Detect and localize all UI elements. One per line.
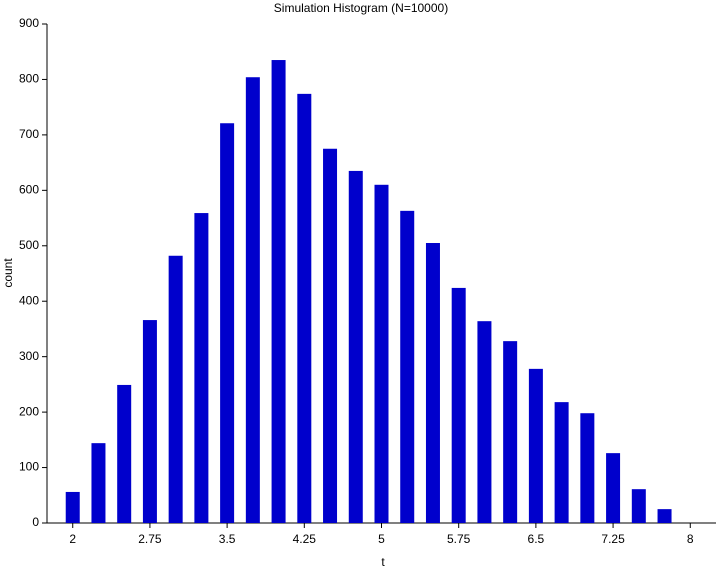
bar — [528, 368, 543, 523]
y-axis-label: count — [1, 258, 15, 288]
x-tick-label: 4.25 — [293, 532, 317, 546]
bar — [91, 443, 106, 523]
x-tick-label: 5 — [378, 532, 385, 546]
y-tick-label: 300 — [19, 349, 39, 363]
x-tick-label: 8 — [687, 532, 694, 546]
bar — [477, 321, 492, 523]
bar — [451, 287, 466, 523]
x-tick-label: 7.25 — [601, 532, 625, 546]
bar — [117, 384, 132, 523]
y-tick-label: 900 — [19, 16, 39, 30]
bar — [220, 123, 235, 524]
bar — [297, 93, 312, 524]
y-tick-label: 700 — [19, 127, 39, 141]
bar — [323, 148, 338, 523]
y-tick-label: 200 — [19, 404, 39, 418]
bar — [425, 243, 440, 523]
x-axis-label: t — [381, 555, 385, 569]
bar — [657, 509, 672, 523]
bar — [606, 453, 621, 523]
x-tick-label: 2 — [69, 532, 76, 546]
y-tick-label: 800 — [19, 72, 39, 86]
y-tick-label: 500 — [19, 238, 39, 252]
y-tick-label: 600 — [19, 183, 39, 197]
bar — [168, 255, 183, 523]
bar — [374, 184, 389, 524]
bar — [503, 341, 518, 523]
bar — [142, 320, 157, 523]
x-tick-label: 3.5 — [219, 532, 236, 546]
bar — [554, 402, 569, 523]
bar — [400, 210, 415, 523]
bar — [194, 213, 209, 523]
y-tick-label: 100 — [19, 460, 39, 474]
x-tick-label: 5.75 — [447, 532, 471, 546]
bar — [245, 77, 260, 523]
bar — [271, 60, 286, 524]
bar — [348, 170, 363, 523]
bar — [65, 491, 80, 523]
bar — [580, 413, 595, 523]
y-tick-label: 0 — [32, 515, 39, 529]
x-tick-label: 6.5 — [528, 532, 545, 546]
y-tick-label: 400 — [19, 293, 39, 307]
chart-title: Simulation Histogram (N=10000) — [274, 1, 448, 15]
x-tick-label: 2.75 — [138, 532, 162, 546]
bar — [631, 489, 646, 523]
